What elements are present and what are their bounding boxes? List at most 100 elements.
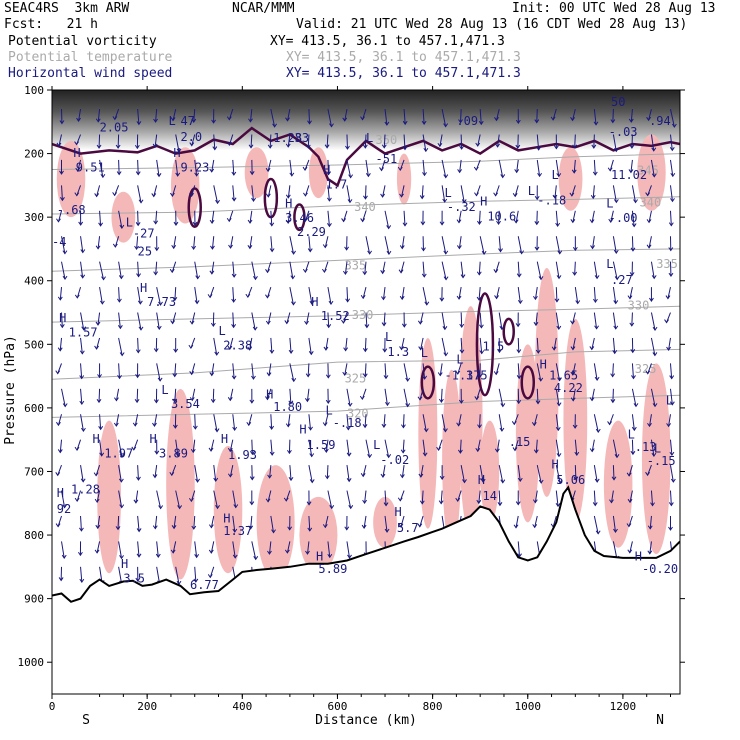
wind-vector-534: [593, 159, 596, 175]
wind-arrowhead-558: [613, 300, 619, 305]
wind-vector-107: [153, 414, 158, 427]
wind-arrowhead-112: [155, 553, 161, 558]
wind-vector-615: [667, 286, 671, 299]
wind-arrowhead-603: [645, 471, 650, 477]
wind-vector-487: [533, 414, 538, 426]
wind-arrowhead-281: [329, 505, 335, 510]
theta-label-extra-2: 335: [345, 258, 367, 272]
wind-arrowhead-547: [592, 502, 598, 507]
pv-shade-22: [641, 363, 671, 555]
wind-arrowhead-83: [137, 300, 143, 305]
wind-arrowhead-345: [399, 193, 404, 198]
wind-vector-475: [536, 109, 538, 123]
wind-vector-183: [232, 414, 236, 431]
wind-arrowhead-14: [55, 472, 61, 477]
wind-vector-373: [422, 414, 427, 432]
wind-vector-466: [517, 363, 520, 379]
pv-annotation-69: 1.97: [104, 446, 133, 460]
wind-arrowhead-468: [511, 421, 517, 426]
wind-vector-506: [555, 414, 559, 431]
wind-vector-184: [229, 439, 234, 452]
pv-shade-17: [480, 420, 500, 523]
wind-vector-236: [286, 312, 291, 324]
wind-arrowhead-9: [57, 347, 63, 352]
wind-arrowhead-31: [81, 427, 86, 433]
wind-vector-260: [308, 439, 313, 457]
wind-vector-597: [650, 312, 656, 331]
wind-vector-111: [154, 515, 158, 529]
wind-arrowhead-426: [478, 324, 484, 329]
wind-arrowhead-590: [651, 147, 657, 152]
wind-arrowhead-595: [651, 275, 657, 280]
pv-annotation-72: H: [221, 432, 228, 446]
wind-vector-418: [479, 109, 482, 125]
wind-arrowhead-577: [627, 295, 633, 300]
wind-vector-268: [327, 159, 330, 175]
wind-vector-257: [307, 363, 310, 377]
wind-vector-296: [346, 388, 351, 407]
wind-arrowhead-444: [494, 295, 499, 300]
wind-vector-580: [631, 363, 634, 379]
wind-arrowhead-621: [669, 451, 675, 457]
wind-arrowhead-438: [495, 143, 500, 148]
wind-arrowhead-204: [249, 476, 255, 481]
wind-arrowhead-387: [439, 297, 445, 302]
wind-arrowhead-472: [513, 524, 519, 529]
wind-vector-68: [115, 388, 120, 401]
wind-arrowhead-196: [253, 276, 258, 281]
wind-vector-62: [114, 236, 120, 248]
wind-arrowhead-370: [418, 346, 424, 351]
wind-arrowhead-235: [291, 301, 296, 306]
wind-arrowhead-374: [422, 452, 428, 457]
wind-vector-535: [592, 185, 595, 199]
wind-arrowhead-48: [97, 374, 102, 379]
wind-vector-547: [593, 490, 596, 506]
pv-annotation-28: -.68: [57, 203, 86, 217]
x-tick-label-0: 0: [49, 700, 56, 713]
wind-vector-162: [211, 363, 215, 376]
wind-vector-267: [326, 134, 329, 148]
wind-vector-90: [137, 465, 139, 480]
wind-vector-560: [612, 337, 616, 354]
wind-arrowhead-572: [628, 169, 634, 174]
wind-vector-49: [98, 388, 101, 403]
wind-vector-477: [536, 159, 541, 177]
wind-arrowhead-260: [309, 453, 315, 458]
wind-vector-63: [118, 261, 122, 279]
wind-arrowhead-132: [176, 580, 182, 586]
wind-vector-507: [555, 439, 560, 457]
wind-arrowhead-304: [360, 116, 365, 121]
wind-arrowhead-325: [379, 167, 384, 172]
wind-vector-39: [98, 134, 101, 148]
wind-arrowhead-608: [671, 123, 677, 128]
wind-arrowhead-617: [666, 346, 671, 351]
wind-arrowhead-229: [285, 143, 291, 148]
wind-arrowhead-99: [153, 220, 159, 225]
wind-vector-433: [478, 490, 481, 504]
wind-vector-310: [364, 261, 367, 275]
wind-arrowhead-494: [550, 116, 556, 121]
wind-arrowhead-504: [557, 377, 562, 382]
y-tick-label-500: 500: [24, 338, 44, 351]
wind-vector-46: [97, 312, 101, 326]
wind-arrowhead-310: [362, 271, 368, 276]
wind-vector-585: [629, 490, 633, 503]
pv-annotation-83: 1.28: [71, 483, 100, 497]
wind-vector-339: [384, 515, 388, 533]
wind-vector-324: [383, 134, 386, 148]
wind-arrowhead-215: [265, 269, 270, 274]
pv-annotation-67: 1.59: [307, 438, 336, 452]
wind-vector-619: [669, 388, 673, 405]
wind-arrowhead-275: [323, 346, 329, 351]
wind-vector-553: [609, 159, 614, 171]
wind-vector-326: [382, 185, 386, 198]
wind-arrowhead-485: [538, 377, 544, 382]
pv-annotation-2: 47: [180, 114, 194, 128]
wind-arrowhead-111: [152, 525, 158, 530]
wind-vector-190: [249, 109, 253, 122]
wind-arrowhead-429: [474, 396, 480, 401]
wind-arrowhead-163: [210, 398, 216, 404]
wind-vector-510: [552, 515, 557, 527]
terrain: [52, 485, 680, 694]
